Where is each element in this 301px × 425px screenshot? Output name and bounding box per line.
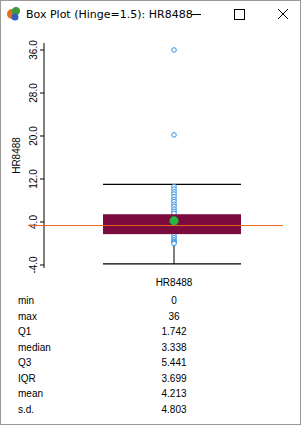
y-tick-label: 20.0 [28, 126, 39, 146]
stat-label: IQR [18, 373, 36, 384]
window-controls [191, 9, 288, 20]
plot-area [103, 48, 241, 264]
app-icon [7, 7, 20, 21]
stat-label: Q1 [18, 326, 32, 337]
y-tick-label: 36.0 [28, 40, 39, 60]
stat-value: 36 [168, 311, 180, 322]
y-tick-label: -4.0 [28, 256, 39, 274]
stat-label: mean [18, 388, 43, 399]
x-tick-label: HR8488 [156, 277, 193, 288]
y-tick-label: 12.0 [28, 169, 39, 189]
stat-value: 5.441 [161, 357, 186, 368]
y-tick-label: 4.0 [28, 215, 39, 229]
y-tick [40, 221, 44, 222]
stat-value: 3.338 [161, 342, 186, 353]
stat-label: Q3 [18, 357, 32, 368]
y-tick [40, 92, 44, 93]
window-frame [1, 1, 301, 425]
close[interactable] [278, 9, 288, 19]
stat-value: 4.213 [161, 388, 186, 399]
point [172, 133, 177, 138]
minimize[interactable] [191, 14, 201, 15]
y-axis [44, 43, 45, 268]
lower-whisker [103, 263, 241, 264]
stat-value: 3.699 [161, 373, 186, 384]
y-tick [40, 135, 44, 136]
point [172, 48, 177, 53]
box [103, 214, 241, 234]
stat-value: 0 [171, 295, 177, 306]
maximize[interactable] [235, 10, 245, 20]
y-tick [40, 178, 44, 179]
stat-label: max [18, 311, 37, 322]
stat-value: 4.803 [161, 404, 186, 415]
stat-label: s.d. [18, 404, 34, 415]
mean-marker [170, 216, 179, 225]
stat-value: 1.742 [161, 326, 186, 337]
y-tick-label: 28.0 [28, 83, 39, 103]
stat-label: min [18, 295, 34, 306]
y-tick [40, 264, 44, 265]
y-tick [40, 49, 44, 50]
close[interactable] [278, 9, 288, 19]
window: Box Plot (Hinge=1.5): HR8488 -4.0 4.0 12.0 2… [0, 0, 301, 425]
median-line [28, 225, 283, 226]
point [172, 241, 177, 246]
stat-label: median [18, 342, 51, 353]
y-axis-label: HR8488 [11, 137, 22, 174]
window-title: Box Plot (Hinge=1.5): HR8488 [26, 8, 193, 21]
